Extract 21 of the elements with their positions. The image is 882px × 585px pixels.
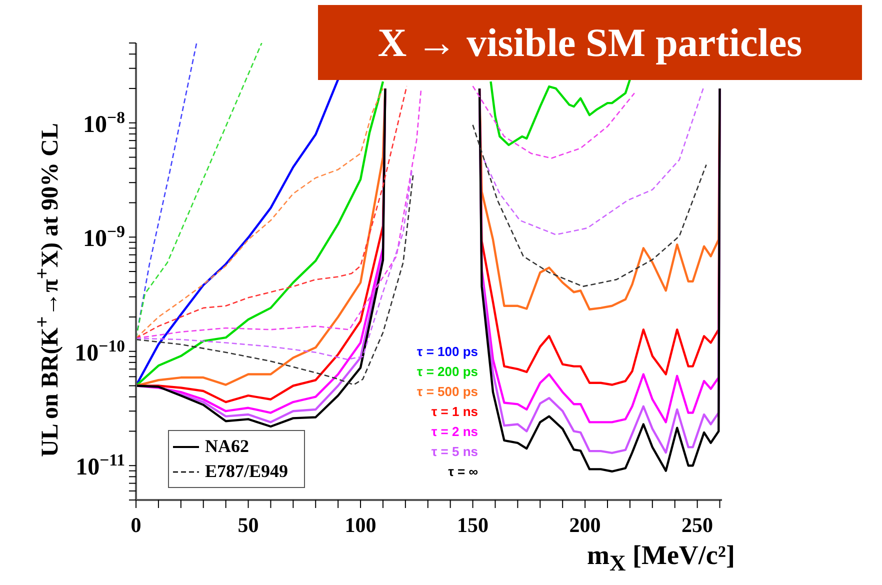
x-tick-label: 200: [569, 513, 601, 537]
text: τ = 2 ns: [431, 424, 478, 439]
y-tick-label: 10$^{−9}$: [83, 222, 125, 252]
y-tick-label: 10$^{−11}$: [76, 450, 125, 481]
text: τ = 500 ps: [416, 384, 478, 399]
y-tick-label: 10$^{−8}$: [83, 107, 125, 138]
x-tick-label: 250: [682, 513, 714, 537]
text: τ = 1 ns: [431, 404, 478, 419]
x-tick-label: 150: [457, 513, 489, 537]
x-axis-title: m$_{X}$ [MeV/c²]: [586, 540, 735, 576]
text: τ = ∞: [448, 464, 478, 479]
x-tick-label: 0: [130, 513, 142, 537]
annotation: E787/E949: [205, 461, 288, 482]
annotation: NA62: [205, 436, 249, 457]
text: τ = 5 ns: [431, 444, 478, 459]
y-tick-label: 10$^{−10}$: [74, 336, 125, 366]
text: τ = 100 ps: [416, 344, 478, 359]
text: τ = 200 ps: [416, 364, 478, 379]
x-tick-label: 50: [238, 513, 259, 537]
chart-title: X → visible SM particles: [318, 5, 862, 80]
x-tick-label: 100: [344, 513, 376, 537]
